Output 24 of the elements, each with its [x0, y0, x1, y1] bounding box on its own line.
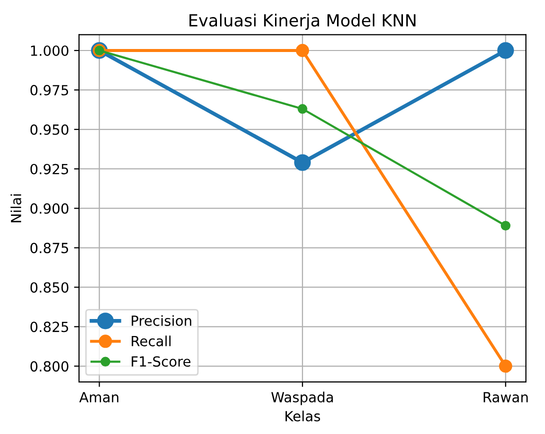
legend-label: F1-Score [132, 356, 190, 367]
point [499, 360, 512, 373]
x-tick-label: Rawan [484, 392, 528, 402]
y-tick-label: 0.975 [30, 84, 68, 96]
y-tick-label: 0.950 [30, 124, 68, 135]
y-tick-label: 0.875 [30, 242, 68, 254]
y-tick-label: 0.850 [30, 282, 68, 293]
x-tick-label: Waspada [271, 392, 333, 406]
y-axis-title: Nilai [10, 194, 22, 222]
legend-label: Recall [132, 336, 171, 346]
x-tick-label: Aman [79, 392, 118, 402]
x-axis-title: Kelas [286, 410, 320, 422]
legend-label: Precision [132, 315, 192, 326]
point [296, 44, 310, 58]
point [497, 42, 514, 59]
point [294, 154, 311, 171]
y-tick-label: 0.825 [30, 322, 68, 332]
y-tick-label: 0.900 [30, 203, 68, 214]
y-tick-label: 1.000 [31, 45, 68, 56]
y-tick-label: 0.800 [30, 361, 68, 372]
y-tick-label: 0.925 [30, 164, 68, 174]
chart-title: Evaluasi Kinerja Model KNN [190, 14, 416, 30]
point [500, 220, 510, 231]
point [298, 104, 308, 114]
